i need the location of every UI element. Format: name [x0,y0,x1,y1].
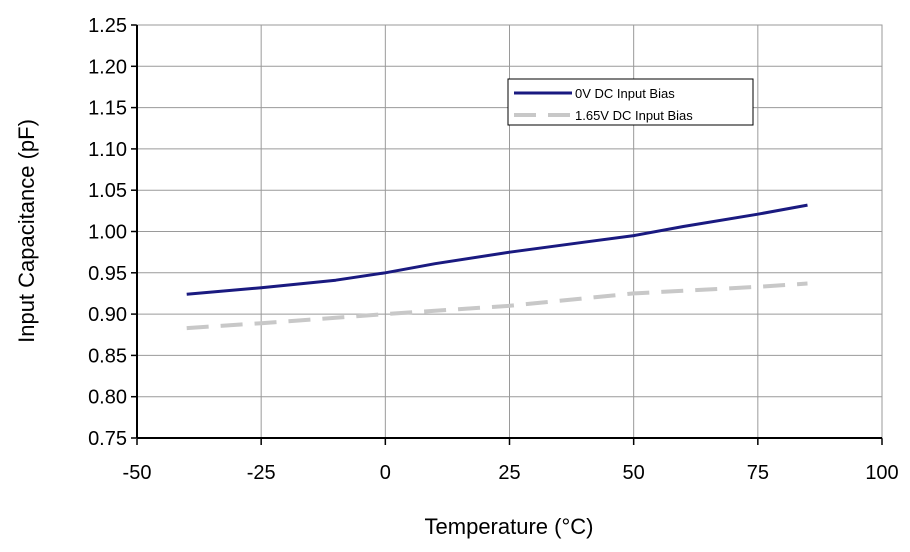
x-tick-label: 100 [865,462,898,484]
x-tick-label: 75 [747,462,769,484]
legend-label-1-65v: 1.65V DC Input Bias [575,108,693,123]
y-tick-label: 1.10 [88,139,127,161]
legend: 0V DC Input Bias 1.65V DC Input Bias [507,78,754,126]
x-tick-label: -50 [123,462,152,484]
y-tick-label: 1.20 [88,56,127,78]
y-tick-label: 0.90 [88,304,127,326]
y-tick-label: 0.85 [88,345,127,367]
x-tick-label: -25 [247,462,276,484]
tick-labels: 1.25 1.20 1.15 1.10 1.05 1.00 0.95 0.90 0.85 0.80… [88,15,899,484]
x-tick-label: 25 [498,462,520,484]
legend-label-0v: 0V DC Input Bias [575,86,675,101]
y-tick-label: 1.15 [88,98,127,120]
axes [131,24,883,445]
x-tick-label: 0 [380,462,391,484]
x-tick-label: 50 [623,462,645,484]
series-line-0 [186,203,808,296]
series-line-1 [186,281,808,331]
legend-box [507,78,754,126]
y-tick-label: 1.25 [88,15,127,37]
x-axis-title: Temperature (°C) [425,514,594,539]
y-axis-title: Input Capacitance (pF) [14,119,39,343]
y-tick-label: 1.05 [88,180,127,202]
series-layer [186,203,808,331]
y-tick-label: 1.00 [88,222,127,244]
y-tick-label: 0.75 [88,428,127,450]
y-tick-label: 0.80 [88,387,127,409]
y-tick-label: 0.95 [88,263,127,285]
